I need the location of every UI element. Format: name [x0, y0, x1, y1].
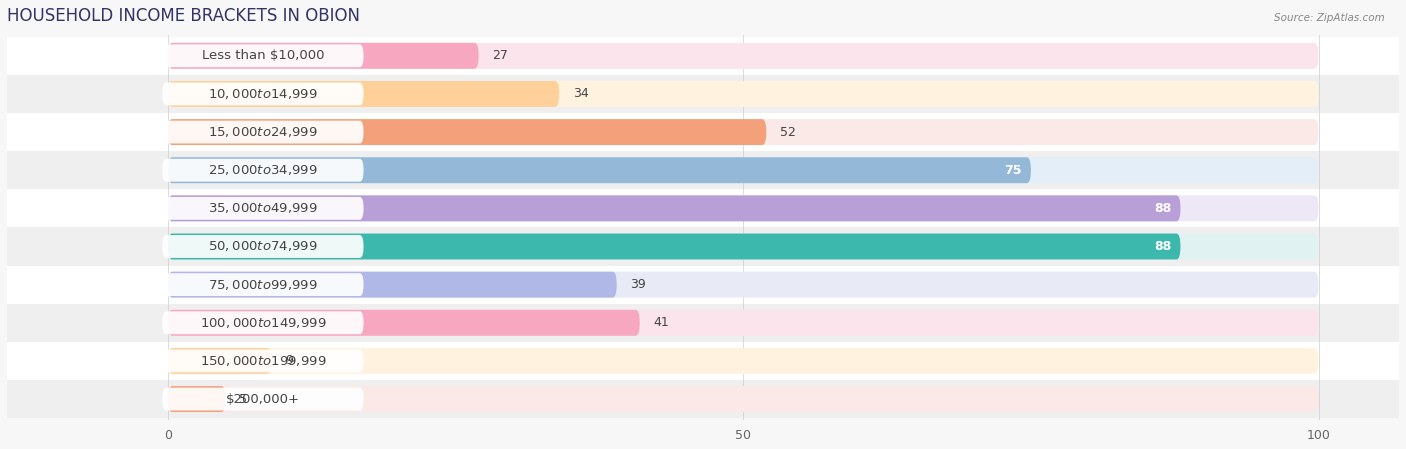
FancyBboxPatch shape — [162, 311, 364, 334]
Text: 88: 88 — [1154, 240, 1171, 253]
Text: 5: 5 — [239, 392, 247, 405]
Text: $50,000 to $74,999: $50,000 to $74,999 — [208, 239, 318, 254]
FancyBboxPatch shape — [167, 195, 1319, 221]
FancyBboxPatch shape — [162, 83, 364, 106]
FancyBboxPatch shape — [167, 272, 1319, 298]
FancyBboxPatch shape — [167, 119, 1319, 145]
FancyBboxPatch shape — [167, 348, 1319, 374]
FancyBboxPatch shape — [167, 43, 1319, 69]
Text: 88: 88 — [1154, 202, 1171, 215]
Text: Source: ZipAtlas.com: Source: ZipAtlas.com — [1274, 13, 1385, 23]
FancyBboxPatch shape — [167, 348, 271, 374]
Text: 75: 75 — [1004, 164, 1022, 177]
FancyBboxPatch shape — [167, 272, 617, 298]
Text: 41: 41 — [654, 316, 669, 329]
FancyBboxPatch shape — [167, 195, 1181, 221]
FancyBboxPatch shape — [167, 157, 1319, 183]
FancyBboxPatch shape — [7, 228, 1399, 265]
FancyBboxPatch shape — [162, 197, 364, 220]
FancyBboxPatch shape — [162, 121, 364, 144]
Text: $15,000 to $24,999: $15,000 to $24,999 — [208, 125, 318, 139]
FancyBboxPatch shape — [167, 386, 1319, 412]
FancyBboxPatch shape — [7, 342, 1399, 380]
Text: Less than $10,000: Less than $10,000 — [201, 49, 325, 62]
FancyBboxPatch shape — [167, 386, 225, 412]
FancyBboxPatch shape — [167, 310, 640, 336]
FancyBboxPatch shape — [167, 119, 766, 145]
Text: $25,000 to $34,999: $25,000 to $34,999 — [208, 163, 318, 177]
FancyBboxPatch shape — [7, 304, 1399, 342]
Text: 34: 34 — [574, 88, 589, 101]
FancyBboxPatch shape — [7, 151, 1399, 189]
FancyBboxPatch shape — [162, 273, 364, 296]
FancyBboxPatch shape — [162, 159, 364, 182]
FancyBboxPatch shape — [167, 310, 1319, 336]
FancyBboxPatch shape — [7, 265, 1399, 304]
FancyBboxPatch shape — [162, 44, 364, 67]
FancyBboxPatch shape — [167, 157, 1031, 183]
FancyBboxPatch shape — [167, 81, 560, 107]
FancyBboxPatch shape — [7, 189, 1399, 228]
FancyBboxPatch shape — [7, 380, 1399, 418]
FancyBboxPatch shape — [162, 349, 364, 372]
Text: HOUSEHOLD INCOME BRACKETS IN OBION: HOUSEHOLD INCOME BRACKETS IN OBION — [7, 7, 360, 25]
Text: $100,000 to $149,999: $100,000 to $149,999 — [200, 316, 326, 330]
FancyBboxPatch shape — [167, 81, 1319, 107]
Text: $200,000+: $200,000+ — [226, 392, 299, 405]
FancyBboxPatch shape — [162, 235, 364, 258]
FancyBboxPatch shape — [7, 75, 1399, 113]
Text: 27: 27 — [492, 49, 509, 62]
FancyBboxPatch shape — [7, 37, 1399, 75]
FancyBboxPatch shape — [167, 43, 478, 69]
Text: $75,000 to $99,999: $75,000 to $99,999 — [208, 277, 318, 292]
Text: 52: 52 — [780, 126, 796, 139]
Text: 9: 9 — [285, 354, 294, 367]
Text: $35,000 to $49,999: $35,000 to $49,999 — [208, 201, 318, 216]
Text: $150,000 to $199,999: $150,000 to $199,999 — [200, 354, 326, 368]
Text: 39: 39 — [630, 278, 647, 291]
Text: $10,000 to $14,999: $10,000 to $14,999 — [208, 87, 318, 101]
FancyBboxPatch shape — [162, 387, 364, 410]
FancyBboxPatch shape — [167, 233, 1181, 260]
FancyBboxPatch shape — [7, 113, 1399, 151]
FancyBboxPatch shape — [167, 233, 1319, 260]
